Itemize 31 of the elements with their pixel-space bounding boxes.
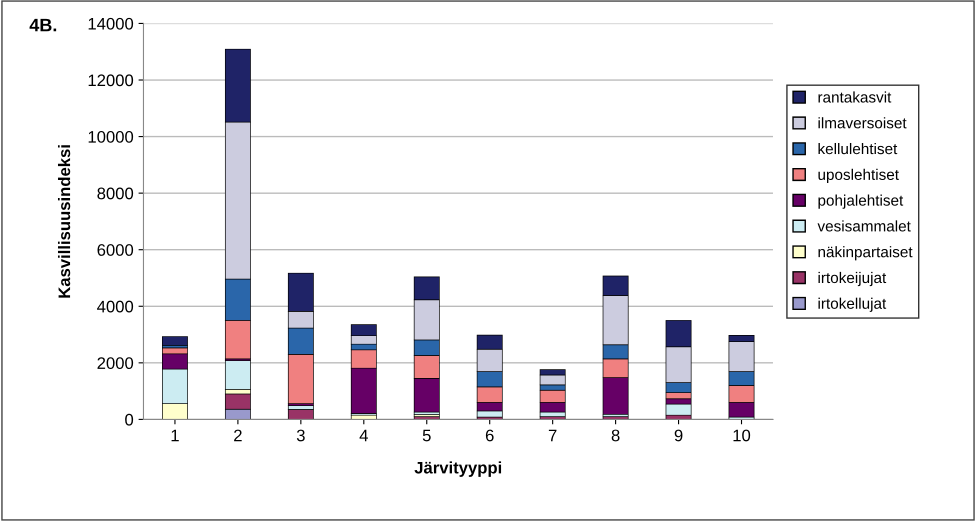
legend-label: vesisammalet: [818, 220, 911, 232]
x-tick-label: 6: [486, 430, 494, 442]
legend-label: irtokellujat: [818, 298, 886, 312]
x-tick-label: 5: [422, 430, 431, 442]
y-tick-label: 4000: [97, 300, 134, 312]
chart-title: 4B.: [30, 18, 56, 32]
bar: [162, 336, 188, 346]
legend-label: kellulehtiset: [818, 142, 898, 154]
x-tick-label: 4: [360, 430, 368, 442]
y-tick-label: 8000: [97, 188, 134, 200]
y-axis-title: Kasvillisuusindeksi: [58, 145, 70, 298]
x-tick-label: 7: [548, 430, 556, 442]
y-tick-label: 0: [125, 414, 134, 426]
y-tick-label: 12000: [88, 74, 134, 86]
legend-label: näkinpartaiset: [818, 246, 912, 260]
x-tick-label: 3: [296, 430, 305, 442]
x-tick-label: 9: [674, 430, 682, 442]
legend-label: ilmaversoiset: [818, 117, 907, 128]
y-tick-label: 10000: [88, 130, 134, 143]
y-tick-label: 6000: [98, 244, 134, 256]
legend-label: rantakasvit: [818, 91, 892, 103]
x-tick-label: 2: [234, 430, 242, 442]
y-tick-label: 2000: [98, 357, 134, 370]
legend-label: pohjalehtiset: [818, 194, 904, 209]
x-tick-label: 1: [172, 430, 179, 442]
y-tick-label: 14000: [88, 18, 134, 30]
legend-label: uposlehtiset: [818, 168, 899, 184]
legend-label: irtokeijujat: [818, 272, 886, 286]
x-axis-title: Järvityyppi: [414, 461, 502, 477]
x-tick-label: 10: [734, 430, 750, 442]
x-tick-label: 8: [612, 430, 620, 442]
